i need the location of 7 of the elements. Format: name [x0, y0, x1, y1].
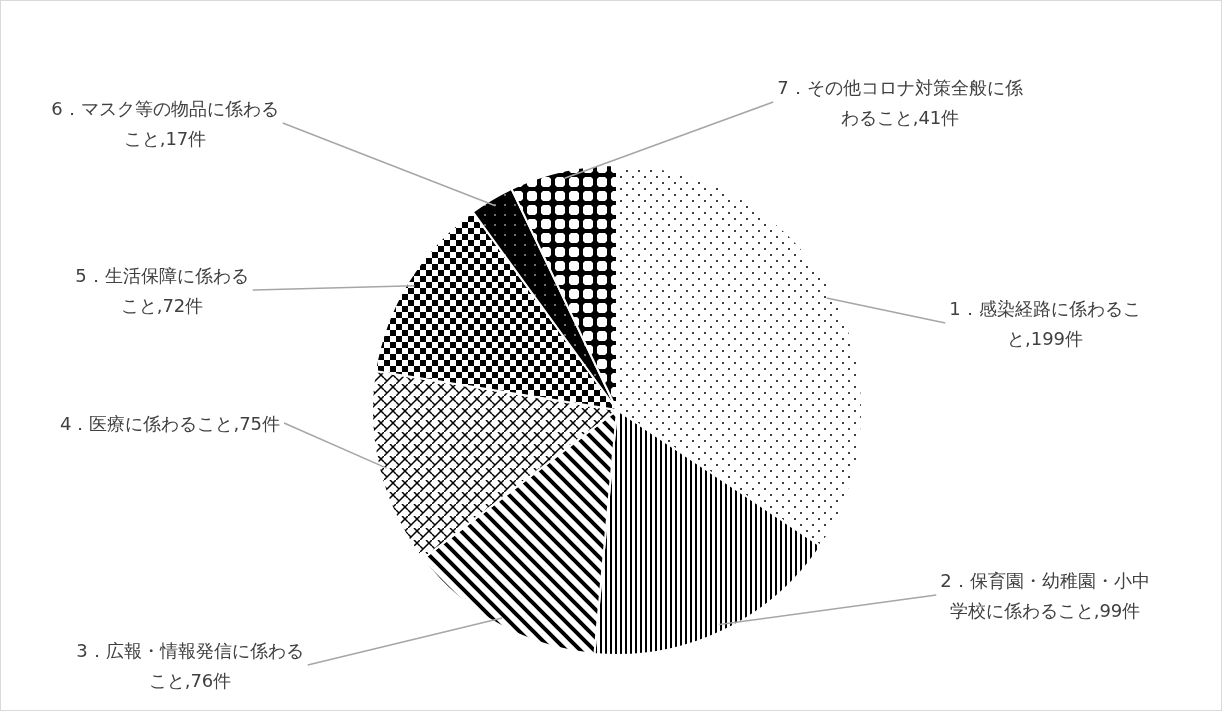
slice-label: 4．医療に係わること,75件 [59, 413, 281, 434]
slice-label: 3．広報・情報発信に係わること,76件 [76, 640, 304, 691]
slice-label: 5．生活保障に係わること,72件 [75, 265, 249, 316]
slice-label: 1．感染経路に係わること,199件 [949, 298, 1141, 349]
slice-label: 7．その他コロナ対策全般に係わること,41件 [777, 77, 1023, 128]
slice-label: 6．マスク等の物品に係わること,17件 [51, 98, 279, 149]
slice-label: 2．保育園・幼稚園・小中学校に係わること,99件 [940, 570, 1150, 621]
